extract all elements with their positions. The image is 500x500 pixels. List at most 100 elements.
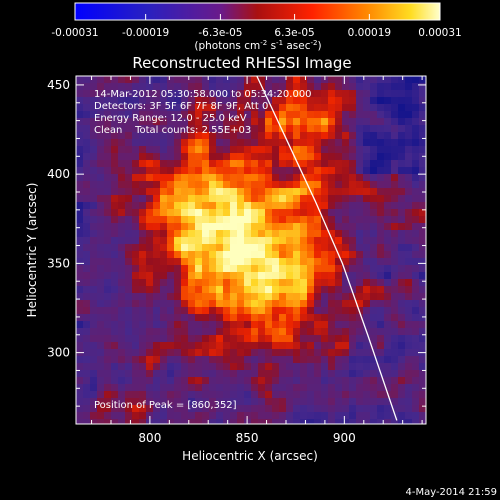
heatmap-cell [188,321,196,329]
heatmap-cell [174,216,182,224]
heatmap-cell [335,97,343,105]
heatmap-cell [188,83,196,91]
heatmap-cell [132,181,140,189]
heatmap-cell [244,251,252,259]
heatmap-cell [412,328,420,336]
heatmap-cell [419,76,426,84]
heatmap-cell [279,244,287,252]
heatmap-cell [90,314,98,322]
heatmap-cell [83,265,91,273]
heatmap-cell [167,405,175,413]
info-line-clean: Clean Total counts: 2.55E+03 [94,125,251,136]
heatmap-cell [167,104,175,112]
heatmap-cell [335,419,343,424]
heatmap-cell [272,265,280,273]
heatmap-cell [125,104,133,112]
heatmap-cell [272,286,280,294]
heatmap-cell [293,328,301,336]
heatmap-cell [272,300,280,308]
heatmap-cell [111,83,119,91]
heatmap-cell [202,76,210,84]
heatmap-cell [111,286,119,294]
heatmap-cell [328,174,336,182]
heatmap-cell [111,167,119,175]
heatmap-cell [391,265,399,273]
heatmap-cell [146,97,154,105]
heatmap-cell [377,195,385,203]
heatmap-cell [244,314,252,322]
heatmap-cell [293,244,301,252]
heatmap-cell [195,104,203,112]
heatmap-cell [174,412,182,420]
heatmap-cell [188,335,196,343]
heatmap-cell [384,349,392,357]
heatmap-cell [181,83,189,91]
heatmap-cell [286,90,294,98]
heatmap-cell [258,174,266,182]
heatmap-cell [293,356,301,364]
heatmap-cell [258,167,266,175]
heatmap-cell [90,90,98,98]
heatmap-cell [251,202,259,210]
heatmap-cell [188,272,196,280]
heatmap-cell [209,370,217,378]
heatmap-cell [237,293,245,301]
heatmap-cell [90,398,98,406]
heatmap-cell [174,160,182,168]
heatmap-cell [349,153,357,161]
heatmap-cell [370,90,378,98]
heatmap-cell [195,132,203,140]
heatmap-cell [188,370,196,378]
heatmap-cell [286,314,294,322]
heatmap-cell [160,370,168,378]
heatmap-cell [377,384,385,392]
heatmap-cell [307,258,315,266]
heatmap-cell [272,419,280,424]
heatmap-cell [412,321,420,329]
heatmap-cell [258,314,266,322]
heatmap-cell [398,230,406,238]
heatmap-cell [230,293,238,301]
heatmap-cell [160,230,168,238]
heatmap-cell [111,335,119,343]
heatmap-cell [405,90,413,98]
heatmap-cell [230,307,238,315]
heatmap-cell [335,279,343,287]
heatmap-cell [307,335,315,343]
heatmap-cell [398,139,406,147]
heatmap-cell [272,188,280,196]
heatmap-cell [342,321,350,329]
heatmap-cell [419,370,426,378]
heatmap-cell [405,118,413,126]
heatmap-cell [132,321,140,329]
heatmap-cell [139,188,147,196]
heatmap-cell [216,188,224,196]
heatmap-cell [90,237,98,245]
heatmap-cell [391,216,399,224]
heatmap-cell [286,209,294,217]
heatmap-cell [300,391,308,399]
heatmap-cell [363,356,371,364]
heatmap-cell [328,230,336,238]
heatmap-cell [328,293,336,301]
heatmap-cell [258,300,266,308]
heatmap-cell [328,251,336,259]
heatmap-cell [202,244,210,252]
colorbar-unit-part: s [267,40,276,52]
heatmap-cell [202,265,210,273]
heatmap-cell [146,209,154,217]
heatmap-cell [195,328,203,336]
heatmap-cell [104,342,112,350]
heatmap-cell [321,370,329,378]
heatmap-cell [384,160,392,168]
heatmap-cell [76,356,84,364]
heatmap-cell [223,307,231,315]
heatmap-cell [335,188,343,196]
heatmap-cell [76,216,84,224]
heatmap-cell [146,230,154,238]
heatmap-cell [314,335,322,343]
heatmap-cell [223,335,231,343]
heatmap-cell [167,202,175,210]
heatmap-cell [230,384,238,392]
heatmap-cell [188,223,196,231]
